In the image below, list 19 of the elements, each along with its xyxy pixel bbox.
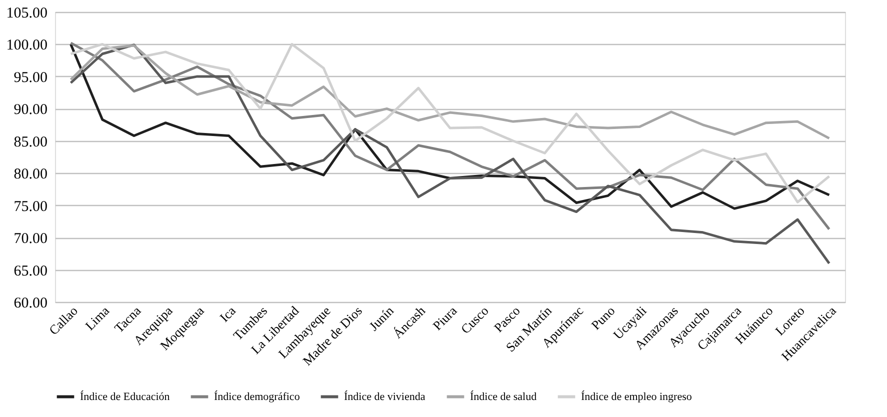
y-tick-label: 75.00 <box>14 198 48 215</box>
legend-label: Índice demográfico <box>214 390 300 403</box>
line-series <box>70 44 830 140</box>
legend-label: Índice de Educación <box>80 390 170 403</box>
legend-label: Índice de salud <box>470 390 538 403</box>
line-series <box>70 44 830 265</box>
y-tick-label: 60.00 <box>14 296 48 312</box>
x-tick-label: Piura <box>430 302 460 334</box>
y-tick-label: 85.00 <box>14 134 48 150</box>
y-tick-label: 90.00 <box>14 102 48 118</box>
legend-label: Índice de vivienda <box>344 390 426 403</box>
legend-label: Índice de empleo ingreso <box>581 390 692 403</box>
y-tick-label: 70.00 <box>14 231 48 248</box>
y-tick-label: 95.00 <box>14 70 48 86</box>
x-tick-label: Puno <box>588 303 618 333</box>
y-tick-label: 80.00 <box>14 166 48 183</box>
y-tick-label: 100.00 <box>6 38 48 54</box>
y-tick-label: 105.00 <box>6 6 48 22</box>
y-tick-label: 65.00 <box>14 263 48 280</box>
